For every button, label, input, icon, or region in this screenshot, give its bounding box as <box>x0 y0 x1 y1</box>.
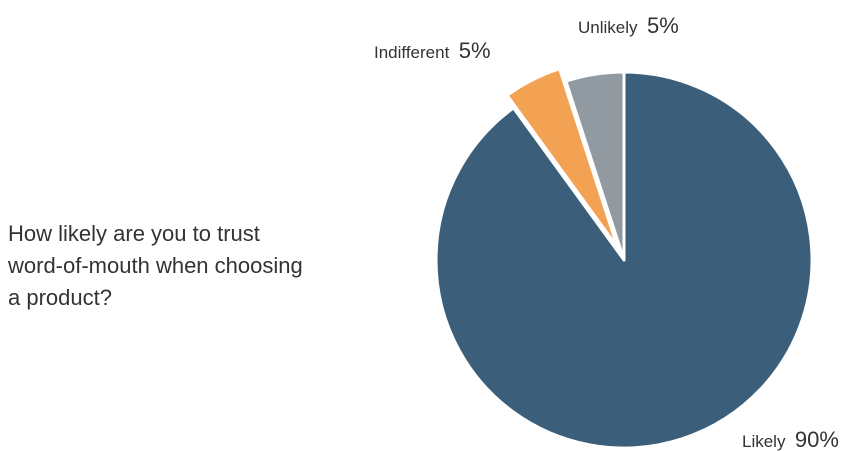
label-likely-value: 90% <box>795 427 839 451</box>
question-line-1: How likely are you to trust <box>8 221 260 246</box>
label-indifferent: Indifferent 5% <box>374 38 491 63</box>
survey-question: How likely are you to trust word-of-mout… <box>8 218 408 314</box>
question-line-2: word-of-mouth when choosing <box>8 253 303 278</box>
label-indifferent-value: 5% <box>459 38 491 63</box>
pie-slice-unlikely <box>564 70 626 262</box>
label-indifferent-name: Indifferent <box>374 43 450 62</box>
label-unlikely: Unlikely 5% <box>578 13 679 38</box>
label-likely: Likely 90% <box>742 427 839 451</box>
label-unlikely-value: 5% <box>647 13 679 38</box>
label-unlikely-name: Unlikely <box>578 18 638 37</box>
label-likely-name: Likely <box>742 432 786 451</box>
pie-slice-indifferent <box>505 67 620 250</box>
pie-slices <box>434 67 814 450</box>
question-line-3: a product? <box>8 285 112 310</box>
